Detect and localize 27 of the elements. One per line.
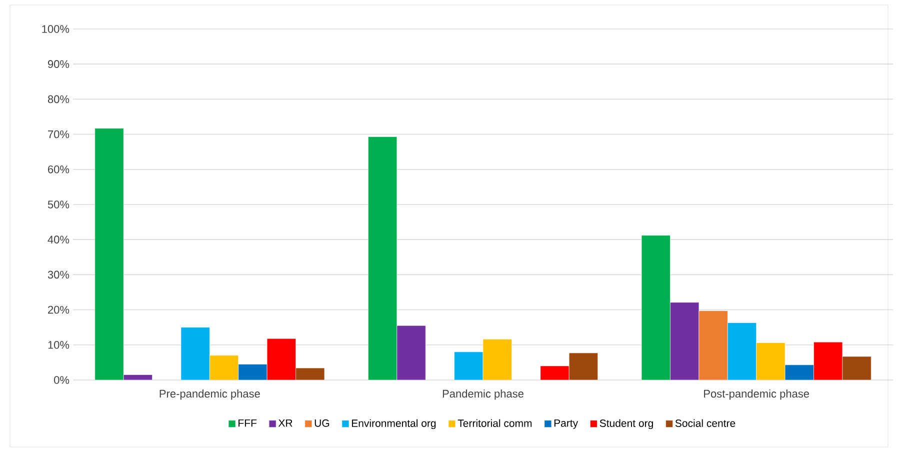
- legend-label: Student org: [600, 419, 653, 430]
- legend-label: Party: [554, 419, 578, 429]
- y-tick-label: 30%: [48, 270, 70, 279]
- legend-label: Environmental org: [352, 419, 436, 430]
- x-tick-label: Post-pandemic phase: [704, 390, 810, 400]
- y-tick-label: 90%: [48, 60, 70, 68]
- y-tick-label: 60%: [48, 165, 70, 174]
- bar: [814, 342, 843, 380]
- y-tick-label: 50%: [48, 200, 70, 208]
- y-tick-label: 10%: [48, 340, 70, 349]
- legend-label: XR: [278, 419, 292, 427]
- bar: [266, 338, 296, 380]
- legend-label: Social centre: [675, 419, 736, 427]
- y-tick-label: 70%: [48, 130, 70, 138]
- legend-label: UG: [314, 419, 330, 427]
- bar: [540, 366, 570, 380]
- bar: [670, 302, 700, 380]
- y-tick-label: 100%: [42, 25, 70, 33]
- legend-label: FFF: [238, 419, 257, 427]
- x-tick-label: Pre-pandemic phase: [160, 390, 260, 400]
- y-tick-label: 0%: [54, 376, 70, 384]
- y-tick-label: 80%: [48, 95, 70, 104]
- x-tick-label: Pandemic phase: [442, 390, 524, 400]
- y-tick-label: 40%: [48, 236, 70, 244]
- y-tick-label: 20%: [48, 306, 70, 314]
- bar: [396, 325, 426, 380]
- legend-label: Territorial comm: [458, 419, 532, 427]
